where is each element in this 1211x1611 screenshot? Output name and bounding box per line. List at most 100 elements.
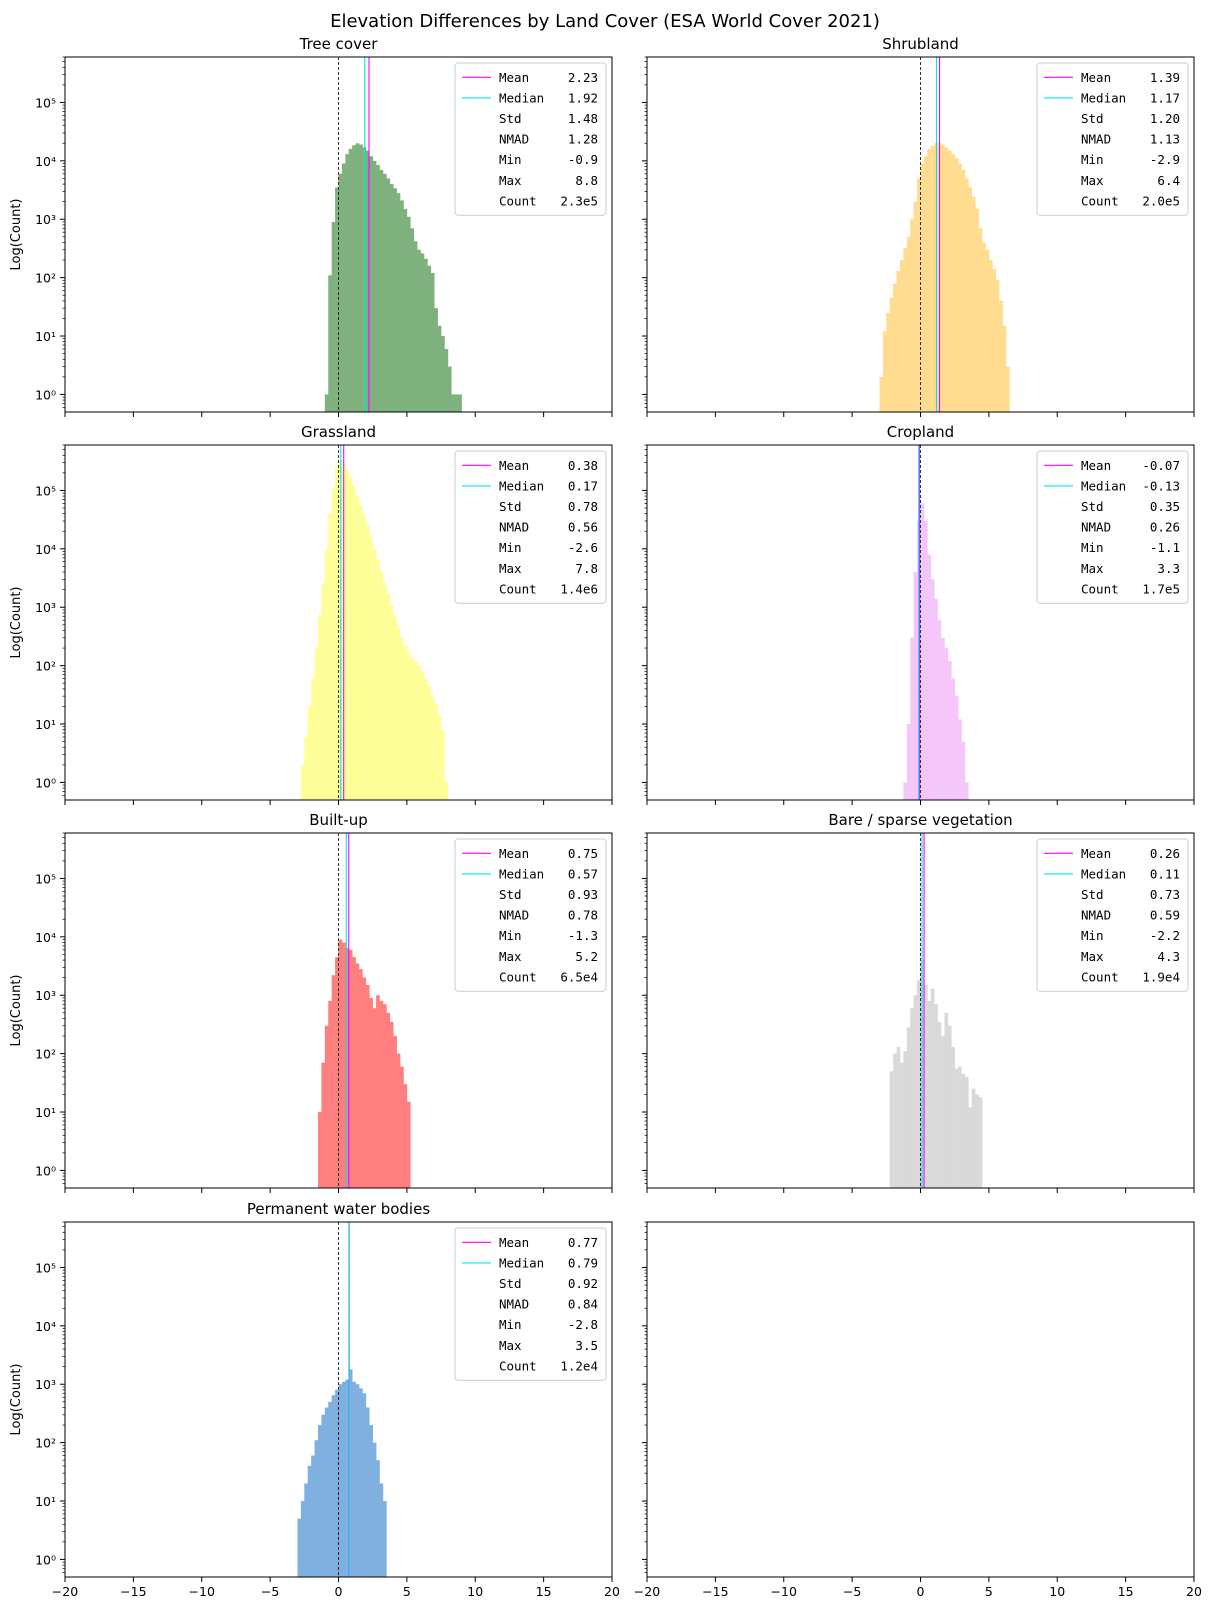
histogram-bar	[376, 559, 380, 800]
stats-legend: Mean 0.77 Median 0.79 Std 0.92 NMAD 0.84 Min -2.8…	[454, 1227, 607, 1381]
histogram-bar	[1002, 325, 1007, 412]
histogram-bar	[406, 216, 411, 412]
legend-stat-value: 0.17	[568, 478, 598, 493]
histogram-bar	[379, 572, 384, 800]
subplot-4: Cropland Mean -0.07 Median -0.13 Std 0.35 NMAD 0…	[642, 423, 1195, 805]
histogram-bar	[958, 163, 962, 412]
histogram-bar	[999, 300, 1003, 412]
y-tick-label: 10¹	[35, 717, 56, 732]
y-tick-label: 10⁰	[35, 1552, 56, 1567]
histogram-bar	[971, 197, 976, 412]
histogram-bar	[423, 258, 428, 412]
histogram-bar	[369, 997, 373, 1188]
x-tick-label: −20	[52, 1584, 78, 1599]
histogram-bar	[920, 503, 925, 800]
legend-stat-value: 2.0e5	[1142, 193, 1180, 208]
legend-stat-label: NMAD	[1081, 132, 1111, 147]
legend-stat-label: Min	[499, 928, 522, 943]
histogram-bar	[947, 661, 952, 800]
histogram-bar	[410, 657, 415, 800]
histogram-bar	[317, 616, 322, 800]
histogram-bar	[913, 995, 918, 1188]
legend-stat-value: 1.17	[1150, 90, 1180, 105]
histogram-bar	[348, 148, 353, 413]
stats-legend: Mean 1.39 Median 1.17 Std 1.20 NMAD 1.13 Min -2.9…	[1036, 62, 1189, 216]
legend-stat-value: -2.6	[568, 540, 598, 555]
legend-stat-label: Median	[1081, 90, 1126, 105]
histogram-bar	[961, 169, 966, 412]
histogram-bar	[423, 678, 428, 800]
legend-stat-value: -1.1	[1150, 540, 1180, 555]
histogram-bar	[982, 242, 986, 412]
histogram-bar	[434, 704, 438, 800]
histogram-bar	[341, 942, 346, 1188]
histogram-bar	[430, 696, 435, 800]
legend-stat-value: 2.3e5	[560, 193, 598, 208]
histogram-bar	[372, 1442, 377, 1577]
y-tick-label: 10⁴	[35, 154, 56, 169]
x-tick-label: 15	[1118, 1584, 1134, 1599]
histogram-bar	[359, 969, 363, 1188]
legend-stat-value: -2.9	[1150, 152, 1180, 167]
histogram-bar	[978, 228, 983, 412]
legend-stat-label: Max	[1081, 949, 1104, 964]
histogram-bar	[382, 583, 387, 800]
histogram-bar	[393, 188, 397, 412]
legend-stat-value: 0.59	[1150, 908, 1180, 923]
histogram-bar	[352, 1381, 356, 1577]
histogram-bar	[365, 150, 370, 413]
histogram-bar	[951, 678, 955, 800]
histogram-bar	[975, 1094, 979, 1188]
histogram-bar	[406, 652, 411, 800]
histogram-bar	[954, 158, 959, 412]
histogram-bar	[447, 366, 452, 412]
histogram-bar	[893, 283, 897, 412]
y-tick-label: 10⁰	[35, 775, 56, 790]
subplot-title: Grassland	[301, 423, 376, 441]
legend-stat-label: Median	[499, 478, 544, 493]
subplot-title: Cropland	[887, 423, 954, 441]
stats-legend: Mean 0.38 Median 0.17 Std 0.78 NMAD 0.56 Min -2.6…	[454, 450, 607, 604]
histogram-bar	[413, 241, 418, 412]
histogram-bar	[331, 975, 336, 1188]
histogram-bar	[396, 627, 401, 800]
legend-stat-label: Min	[1081, 928, 1104, 943]
histogram-bar	[417, 665, 421, 800]
x-tick-label: 0	[917, 1584, 925, 1599]
histogram-bar	[321, 583, 326, 800]
histogram-bar	[944, 1012, 949, 1188]
histogram-bar	[345, 469, 350, 800]
histogram-bar	[348, 1369, 353, 1577]
histogram-bar	[437, 325, 442, 412]
histogram-bar	[995, 280, 1000, 412]
histogram-bar	[331, 1395, 336, 1577]
histogram-bar	[1005, 366, 1010, 412]
x-tick-label: −5	[261, 1584, 279, 1599]
histogram-bar	[379, 1000, 384, 1188]
legend-frame	[454, 1227, 607, 1381]
histogram-bar	[413, 661, 418, 800]
histogram-bar	[927, 1000, 932, 1188]
x-tick-label: 5	[403, 1584, 411, 1599]
x-tick-label: −15	[120, 1584, 146, 1599]
histogram-bar	[879, 376, 884, 412]
legend-stat-value: 2.23	[568, 70, 598, 85]
histogram-bar	[923, 984, 928, 1188]
histogram-bar	[335, 957, 339, 1188]
figure-title: Elevation Differences by Land Cover (ESA…	[330, 11, 880, 32]
legend-stat-label: NMAD	[499, 908, 529, 923]
histogram-bar	[382, 1004, 387, 1188]
histogram-bar	[386, 593, 391, 800]
x-tick-label: 5	[985, 1584, 993, 1599]
legend-stat-label: Count	[1081, 193, 1119, 208]
legend-stat-label: Mean	[499, 846, 529, 861]
histogram-bar	[345, 1379, 350, 1577]
histogram-bar	[930, 579, 935, 800]
histogram-bar	[917, 980, 921, 1188]
histogram-bar	[937, 1021, 942, 1188]
histogram-bar	[903, 782, 908, 800]
subplot-2: Shrubland Mean 1.39 Median 1.17 Std 1.20 NMAD 1.…	[642, 35, 1195, 417]
histogram-bar	[393, 616, 397, 800]
legend-stat-value: 6.5e4	[560, 969, 598, 984]
y-tick-label: 10⁴	[35, 1319, 56, 1334]
